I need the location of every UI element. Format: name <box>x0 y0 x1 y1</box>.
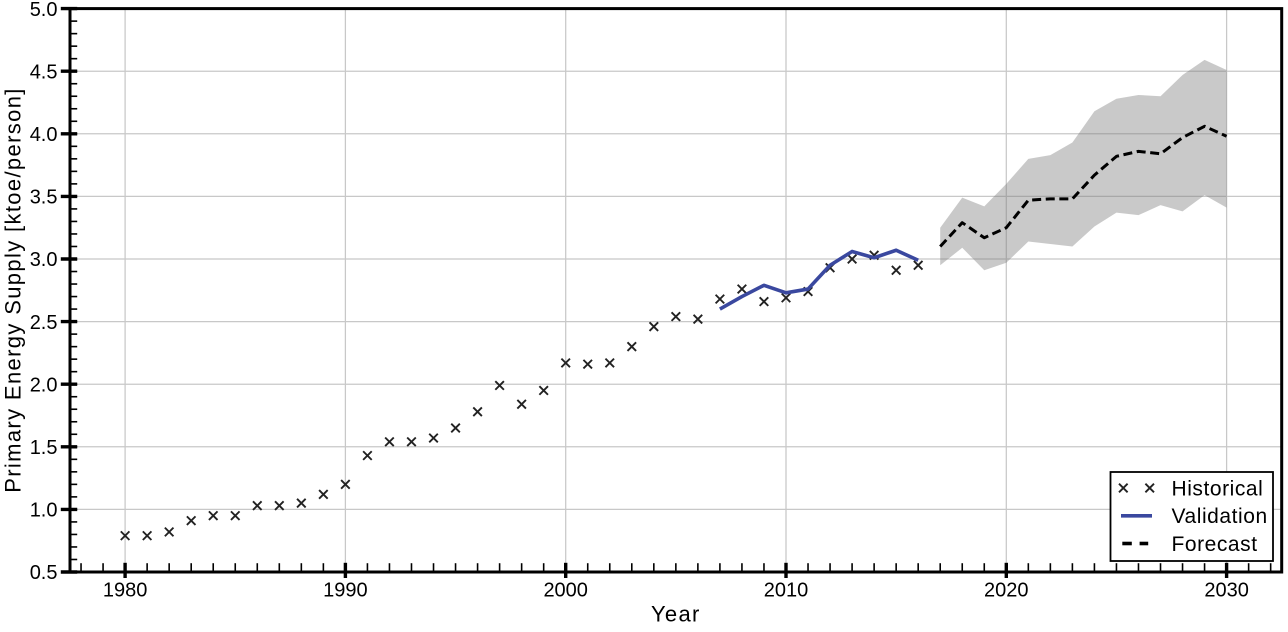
svg-text:2030: 2030 <box>1204 580 1249 602</box>
svg-text:0.5: 0.5 <box>30 562 58 584</box>
svg-text:3.0: 3.0 <box>30 249 58 271</box>
svg-text:4.0: 4.0 <box>30 124 58 146</box>
svg-text:Forecast: Forecast <box>1172 533 1258 556</box>
svg-text:3.5: 3.5 <box>30 187 58 209</box>
svg-text:2010: 2010 <box>764 580 809 602</box>
svg-text:2.5: 2.5 <box>30 312 58 334</box>
svg-text:2000: 2000 <box>543 580 588 602</box>
svg-text:Primary Energy Supply [ktoe/pe: Primary Energy Supply [ktoe/person] <box>1 87 26 493</box>
svg-text:4.5: 4.5 <box>30 61 58 83</box>
svg-text:1990: 1990 <box>323 580 368 602</box>
svg-text:Historical: Historical <box>1172 477 1264 500</box>
svg-text:Year: Year <box>651 602 701 627</box>
svg-text:1.0: 1.0 <box>30 500 58 522</box>
svg-text:Validation: Validation <box>1172 505 1268 528</box>
svg-text:2.0: 2.0 <box>30 374 58 396</box>
svg-text:2020: 2020 <box>984 580 1029 602</box>
svg-text:1980: 1980 <box>103 580 148 602</box>
svg-text:1.5: 1.5 <box>30 437 58 459</box>
svg-text:5.0: 5.0 <box>30 0 58 21</box>
